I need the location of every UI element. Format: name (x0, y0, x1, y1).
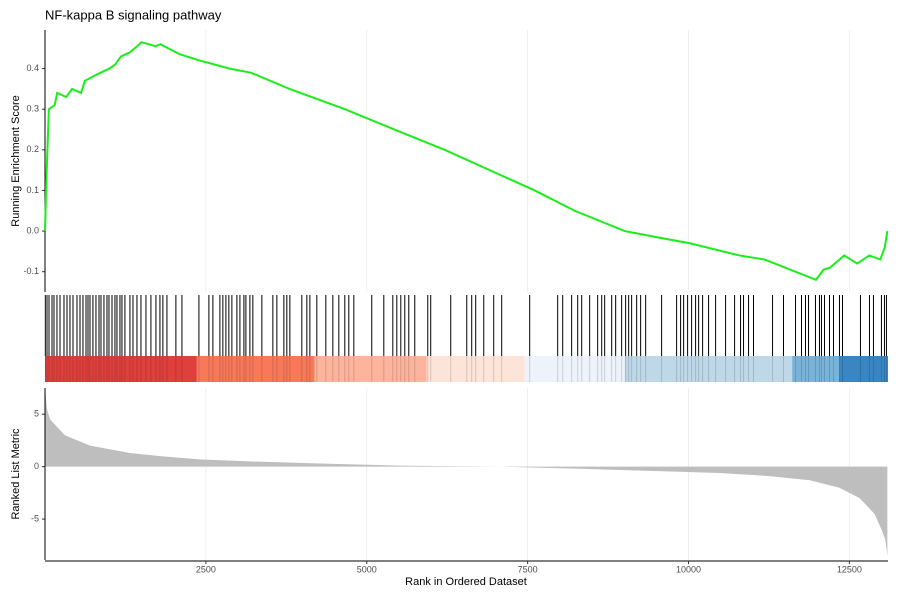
x-tick-label: 7500 (518, 564, 538, 574)
y-axis-title: Ranked List Metric (10, 428, 22, 520)
chart-title: NF-kappa B signaling pathway (45, 7, 222, 22)
x-tick-label: 10000 (676, 564, 701, 574)
y-tick-label: 0.4 (26, 63, 39, 73)
ranked-metric-area (45, 388, 888, 556)
color-bar-segment (624, 356, 793, 382)
y-tick-label: 5 (34, 409, 39, 419)
x-tick-label: 2500 (196, 564, 216, 574)
color-bar-segment (426, 356, 525, 382)
color-bar-segment (45, 356, 197, 382)
y-tick-label: 0.0 (26, 225, 39, 235)
y-tick-label: 0.1 (26, 185, 39, 195)
y-tick-label: 0.2 (26, 144, 39, 154)
color-bar-segment (839, 356, 888, 382)
x-axis-title: Rank in Ordered Dataset (405, 576, 527, 588)
x-tick-label: 5000 (357, 564, 377, 574)
y-tick-label: 0 (34, 461, 39, 471)
y-tick-label: 0.3 (26, 104, 39, 114)
color-bar-segment (196, 356, 315, 382)
y-tick-label: -0.1 (23, 266, 39, 276)
color-bar-segment (524, 356, 625, 382)
color-bar-segment (792, 356, 840, 382)
x-tick-label: 12500 (837, 564, 862, 574)
color-bar-segment (314, 356, 427, 382)
enrichment-line (44, 41, 889, 282)
y-axis-title: Running Enrichment Score (10, 95, 22, 226)
y-tick-label: -5 (31, 513, 39, 523)
